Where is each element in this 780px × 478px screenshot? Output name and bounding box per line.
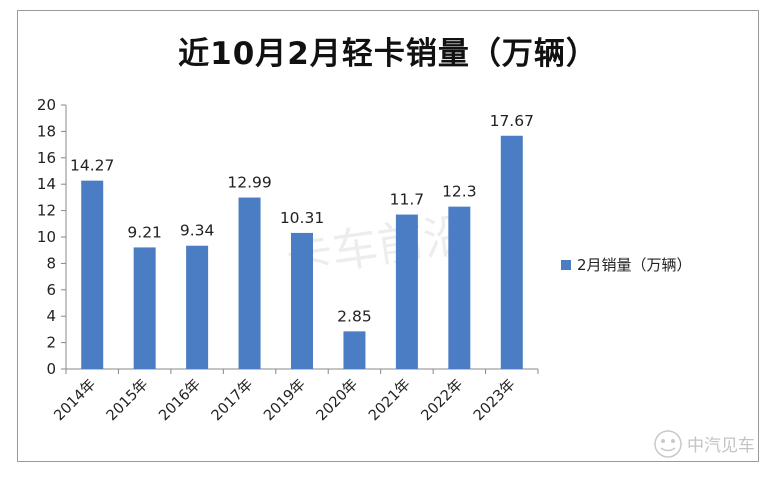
- bar-2023年: [500, 135, 523, 369]
- chart-axes: 0 2 4 6 8 10 12 14 16 18 20: [37, 96, 539, 378]
- x-tick-label: 2019年: [260, 376, 308, 424]
- watermark-logo-icon: [654, 430, 682, 458]
- y-tick-label: 10: [37, 228, 56, 246]
- data-label: 14.27: [70, 157, 114, 175]
- x-tick-label: 2016年: [156, 376, 204, 424]
- data-label: 10.31: [280, 209, 324, 227]
- y-tick-label: 2: [46, 334, 56, 352]
- data-label: 9.34: [180, 222, 215, 240]
- x-tick-label: 2022年: [418, 376, 466, 424]
- chart-frame: [17, 10, 759, 462]
- y-tick-label: 4: [46, 307, 56, 325]
- y-tick-label: 16: [37, 149, 56, 167]
- bar-2022年: [448, 206, 471, 369]
- y-tick-label: 14: [37, 175, 56, 193]
- bar-2019年: [291, 232, 313, 369]
- data-label: 12.99: [227, 174, 271, 192]
- x-tick-labels: 2014年 2015年 2016年 2017年 2019年 2020年 2021年 2022年…: [51, 376, 519, 424]
- data-label: 2.85: [337, 307, 372, 325]
- watermark-text: 中汽见车: [687, 436, 755, 456]
- y-tick-label: 0: [46, 360, 56, 378]
- legend-label: 2月销量（万辆）: [577, 256, 692, 274]
- legend: 2月销量（万辆）: [561, 256, 692, 274]
- x-tick-label: 2017年: [208, 376, 256, 424]
- y-tick-label: 20: [37, 96, 56, 114]
- corner-watermark: 中汽见车: [654, 430, 755, 458]
- x-tick-label: 2023年: [470, 376, 518, 424]
- data-label: 17.67: [490, 112, 534, 130]
- bar-series: [81, 135, 523, 369]
- bar-2020年: [343, 331, 366, 369]
- data-labels: 14.27 9.21 9.34 12.99 10.31 2.85 11.7 12.3 17.67: [70, 112, 534, 326]
- data-label: 12.3: [442, 183, 477, 201]
- x-tick-label: 2014年: [51, 376, 99, 424]
- x-tick-label: 2015年: [103, 376, 151, 424]
- x-tick-label: 2021年: [365, 376, 413, 424]
- data-label: 11.7: [390, 191, 425, 209]
- y-tick-label: 12: [37, 202, 56, 220]
- bar-2021年: [395, 214, 418, 369]
- bar-2015年: [133, 247, 156, 369]
- x-tick-label: 2020年: [313, 376, 361, 424]
- bar-2016年: [186, 245, 209, 369]
- y-tick-label: 18: [37, 122, 56, 140]
- chart-title: 近10月2月轻卡销量（万辆）: [178, 36, 598, 72]
- y-tick-label: 6: [46, 281, 56, 299]
- y-tick-label: 8: [46, 254, 56, 272]
- legend-swatch: [561, 260, 571, 270]
- bar-2017年: [238, 197, 261, 369]
- data-label: 9.21: [127, 223, 162, 241]
- bar-2014年: [81, 180, 104, 369]
